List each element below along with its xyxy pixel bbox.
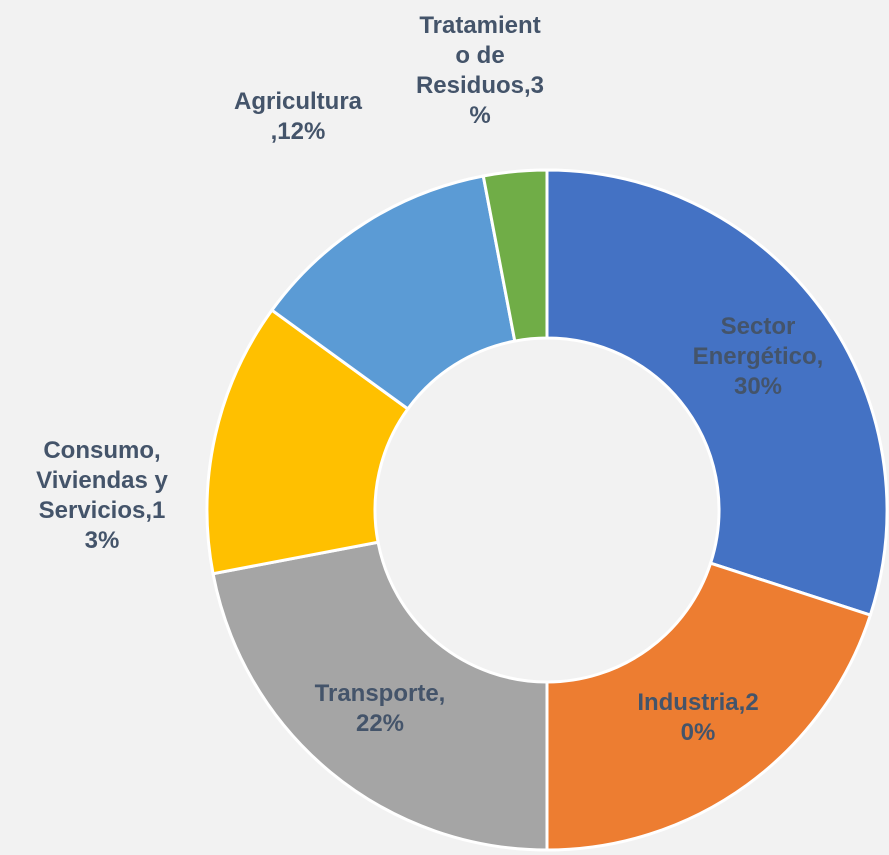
slice-agricultura — [269, 174, 517, 411]
slice-industria — [545, 561, 873, 852]
slice-sector-energ-tico — [545, 168, 889, 617]
label-industria: Industria,2 0% — [637, 689, 759, 746]
slice-tratamiento-de-residuos — [481, 168, 549, 343]
label-consumo: Consumo, Viviendas y Servicios,1 3% — [36, 437, 168, 554]
slice-consumo-viviendas-y-servicios — [205, 308, 410, 576]
label-sector-energetico: Sector Energético, 30% — [692, 313, 824, 400]
label-agricultura: Agricultura ,12% — [233, 88, 362, 145]
slice-transporte — [211, 540, 549, 852]
label-transporte: Transporte, 22% — [314, 680, 446, 737]
label-tratamiento-residuos: Tratamient o de Residuos,3 % — [415, 12, 545, 129]
